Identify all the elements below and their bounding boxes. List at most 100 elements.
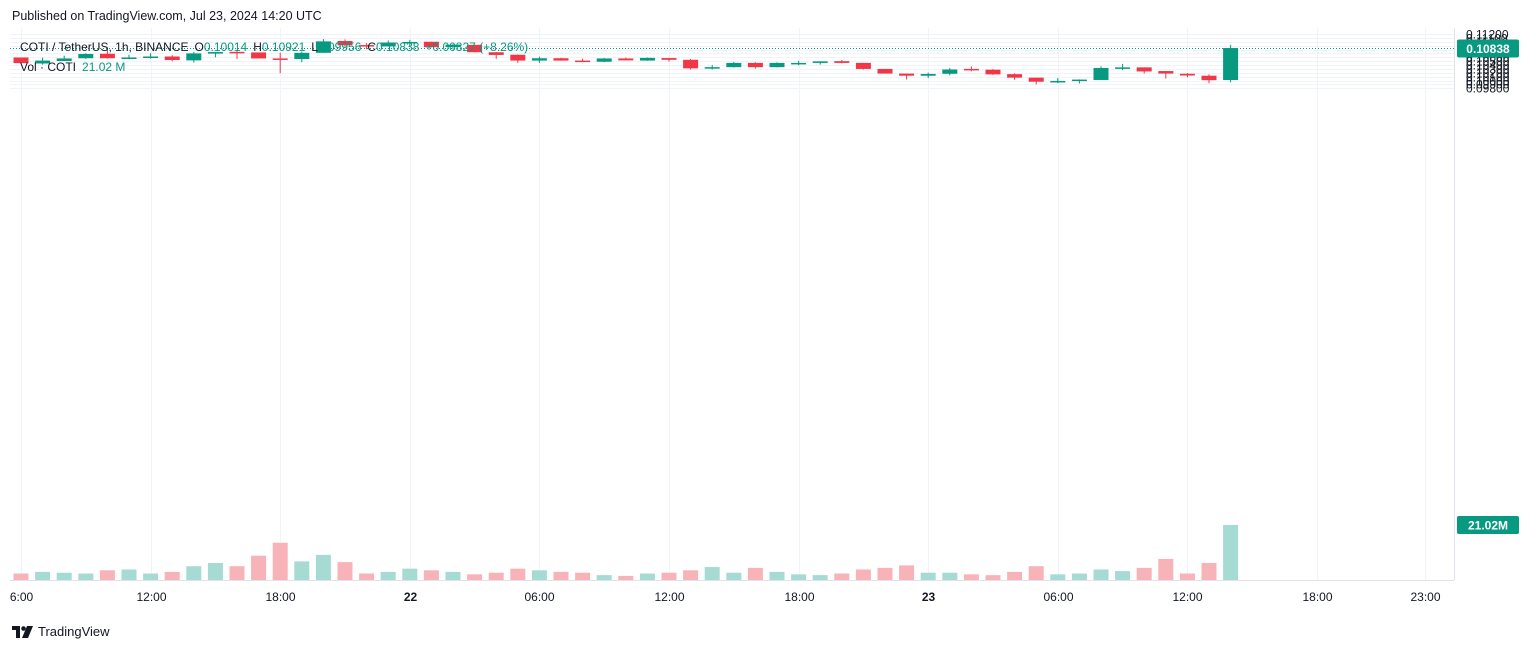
volume-bar xyxy=(315,554,331,580)
volume-bar xyxy=(1158,558,1174,580)
volume-bars xyxy=(13,524,1239,580)
price-axis[interactable]: 0.098000.099000.100000.101000.102000.103… xyxy=(1466,28,1510,96)
candle-body xyxy=(1007,74,1023,78)
change-value: +0.00827 (+8.26%) xyxy=(425,40,529,54)
price-tick-label: 0.10400 xyxy=(1466,59,1510,73)
volume-bar xyxy=(899,565,915,580)
volume-bar xyxy=(1093,569,1109,580)
candle-body xyxy=(78,53,94,59)
candle-body xyxy=(294,52,310,60)
time-axis[interactable]: 6:00 12:00 18:00 22 06:00 12:00 18:00 23 06:00 12… xyxy=(10,590,1441,604)
candle-body xyxy=(639,57,655,61)
volume-bar xyxy=(1223,524,1239,580)
volume-bar xyxy=(618,575,634,580)
volume-bar xyxy=(294,561,310,580)
close-label: C xyxy=(367,40,377,54)
candle-body xyxy=(99,53,115,59)
high-label: H xyxy=(253,40,262,54)
volume-bar xyxy=(661,572,677,580)
candle-body xyxy=(618,58,634,61)
volume-bar xyxy=(769,571,785,580)
volume-bar xyxy=(877,567,893,580)
time-tick-label: 06:00 xyxy=(524,590,554,604)
candle-body xyxy=(143,56,159,59)
published-note: Published on TradingView.com, Jul 23, 20… xyxy=(12,9,322,23)
time-tick-label: 18:00 xyxy=(265,590,295,604)
volume-bar xyxy=(726,572,742,580)
volume-bar xyxy=(963,574,979,580)
price-tick-label: 0.10000 xyxy=(1466,75,1510,89)
candle-body xyxy=(164,56,180,60)
volume-bar xyxy=(553,571,569,580)
candle-body xyxy=(1223,48,1239,81)
price-tick-label: 0.09800 xyxy=(1466,82,1510,96)
tradingview-brand[interactable]: TradingView xyxy=(12,624,110,639)
candle-body xyxy=(467,44,483,53)
volume-bar xyxy=(56,572,72,580)
volume-bar xyxy=(596,575,612,580)
candle-body xyxy=(942,69,958,74)
volume-bar xyxy=(531,570,547,580)
volume-bar xyxy=(1201,562,1217,580)
candle-body xyxy=(877,68,893,74)
candle-body xyxy=(207,52,223,54)
candle-body xyxy=(661,58,677,60)
last-price-badge xyxy=(1457,39,1519,58)
volume-bar xyxy=(143,573,159,580)
candle-body xyxy=(769,62,785,68)
volume-bar xyxy=(683,570,699,580)
time-tick-label: 18:00 xyxy=(784,590,814,604)
time-tick-label: 23 xyxy=(922,590,936,604)
price-tick-label: 0.10300 xyxy=(1466,63,1510,77)
volume-bar xyxy=(380,571,396,580)
volume-bar xyxy=(1028,566,1044,580)
candle-body xyxy=(359,45,375,47)
close-value: 0.10838 xyxy=(376,40,420,54)
candle-body xyxy=(445,44,461,47)
candle-body xyxy=(337,40,353,46)
symbol-title[interactable]: COTI / TetherUS, 1h, BINANCE xyxy=(20,40,189,54)
volume-bar xyxy=(467,574,483,580)
last-volume-badge xyxy=(1457,516,1519,534)
candle-body xyxy=(1201,75,1217,81)
grid-lines xyxy=(10,28,1454,580)
price-tick-label: 0.10200 xyxy=(1466,67,1510,81)
candle-body xyxy=(35,60,51,64)
candle-body xyxy=(704,67,720,69)
volume-bar xyxy=(1136,567,1152,580)
price-tick-label: 0.10500 xyxy=(1466,55,1510,69)
volume-bar xyxy=(445,571,461,580)
volume-bar xyxy=(99,570,115,580)
candle-body xyxy=(985,69,1001,75)
candle-body xyxy=(1179,73,1195,76)
candle-body xyxy=(121,57,137,59)
volume-bar xyxy=(510,568,526,580)
price-tick-label: 0.10100 xyxy=(1466,71,1510,85)
volume-bar xyxy=(1179,573,1195,580)
time-tick-label: 06:00 xyxy=(1043,590,1073,604)
volume-label[interactable]: Vol · COTI xyxy=(20,60,77,74)
candle-body xyxy=(1028,77,1044,82)
candle-body xyxy=(402,41,418,44)
candle-body xyxy=(13,57,29,64)
time-tick-label: 12:00 xyxy=(654,590,684,604)
candle-body xyxy=(920,73,936,76)
volume-bar xyxy=(337,562,353,580)
candle-body xyxy=(1071,79,1087,82)
candle-body xyxy=(1115,67,1131,69)
volume-bar xyxy=(121,569,137,580)
volume-bar xyxy=(402,568,418,580)
candle-body xyxy=(229,51,245,54)
candle-body xyxy=(380,42,396,47)
candle-body xyxy=(747,62,763,68)
volume-bar xyxy=(1007,571,1023,580)
candle-body xyxy=(251,52,267,59)
time-tick-label: 18:00 xyxy=(1302,590,1332,604)
high-value: 0.10921 xyxy=(261,40,306,54)
volume-bar xyxy=(747,567,763,580)
low-value: 0.09956 xyxy=(317,40,362,54)
volume-bar xyxy=(812,575,828,580)
candles xyxy=(13,39,1239,85)
candle-body xyxy=(272,58,288,60)
